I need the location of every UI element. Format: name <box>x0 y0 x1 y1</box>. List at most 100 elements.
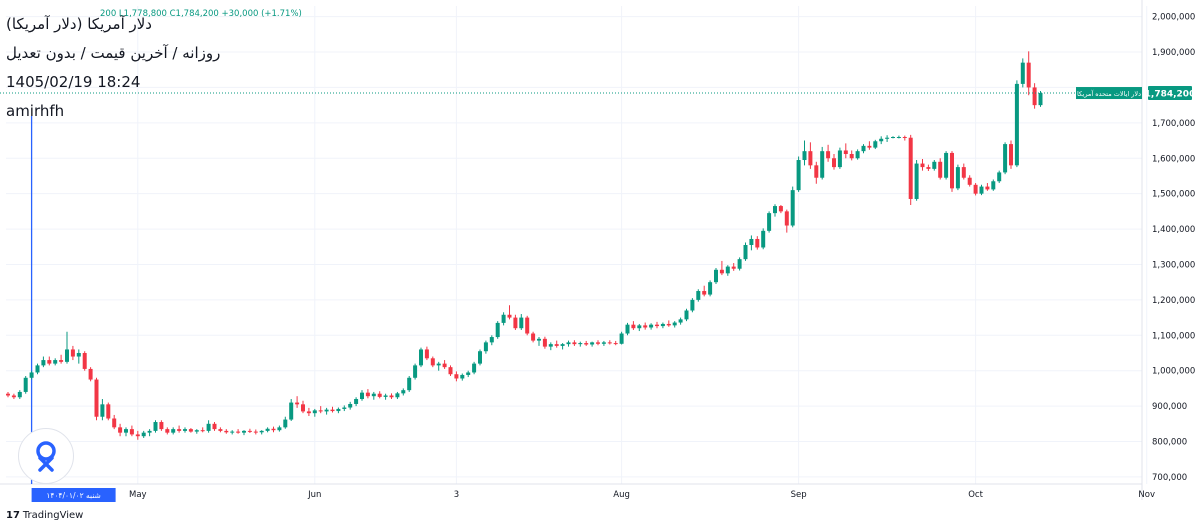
candle-body <box>395 393 400 398</box>
candle-body <box>867 145 872 148</box>
candle-body <box>596 342 600 344</box>
candle-body <box>82 352 87 369</box>
candle <box>17 390 22 400</box>
candle-body <box>283 419 288 428</box>
candle-body <box>419 349 423 366</box>
grid-layer <box>0 0 1148 500</box>
legend-panel: دلار آمریکا (دلار آمریکا) روزانه / آخرین… <box>6 10 256 126</box>
candle <box>908 134 913 205</box>
candle <box>377 391 382 399</box>
candle-body <box>17 391 22 398</box>
candle-body <box>849 154 854 159</box>
candle <box>407 376 412 392</box>
candle <box>684 308 689 322</box>
candle-body <box>649 324 654 328</box>
last-price-tag <box>1148 86 1192 101</box>
candle-body <box>914 163 919 199</box>
candle-body <box>218 429 223 431</box>
candle <box>655 321 659 329</box>
candle <box>778 204 783 214</box>
candle <box>47 356 52 366</box>
candle-body <box>631 324 636 329</box>
candle <box>879 136 884 145</box>
candle-body <box>277 427 282 431</box>
candle-body <box>767 213 772 231</box>
candle-body <box>749 238 754 245</box>
drawing-tool-button[interactable] <box>18 428 74 484</box>
candle-body <box>814 165 819 178</box>
candle <box>112 414 117 430</box>
candle <box>1032 83 1037 109</box>
candle-body <box>554 344 559 346</box>
candle-body <box>826 151 831 159</box>
candle <box>938 158 943 180</box>
candle <box>283 416 288 429</box>
candle-body <box>159 422 164 430</box>
candle <box>11 393 16 400</box>
candle-body <box>637 325 642 329</box>
candle <box>590 341 595 347</box>
candle <box>70 345 75 361</box>
candle <box>59 354 64 364</box>
candle-body <box>188 429 193 432</box>
candle <box>666 320 671 327</box>
candle <box>767 211 772 233</box>
candle-body <box>236 431 241 433</box>
tradingview-logo[interactable]: 17 TradingView <box>6 510 83 521</box>
candle-body <box>891 137 895 139</box>
candle-body <box>678 319 683 323</box>
candle-body <box>672 322 677 326</box>
candle-body <box>684 310 689 320</box>
candle-body <box>967 177 972 185</box>
candle-body <box>183 429 187 431</box>
candle-body <box>342 407 347 409</box>
candle-body <box>472 363 477 373</box>
candle-body <box>265 428 270 431</box>
marker-layer <box>30 116 33 484</box>
candle <box>696 289 701 302</box>
candle-body <box>171 429 176 433</box>
candle-body <box>902 137 907 139</box>
candle <box>672 321 677 328</box>
candle <box>607 340 612 345</box>
candle <box>401 388 406 396</box>
x-axis: MayJun3AugSepOctNovDec202633MayJun۱۴۰۴/۰… <box>31 488 1155 502</box>
candle-body <box>124 429 128 433</box>
candle <box>955 164 960 191</box>
candle-body <box>955 167 960 189</box>
candle-body <box>601 342 606 344</box>
candle-body <box>590 342 595 345</box>
candle-body <box>879 138 884 142</box>
candle <box>330 406 335 413</box>
candle-body <box>106 404 111 419</box>
date-marker-tag <box>31 488 116 502</box>
candle <box>837 147 842 169</box>
candle-body <box>560 344 565 346</box>
candle-body <box>436 363 441 366</box>
candle-body <box>165 429 170 433</box>
symbol-title[interactable]: دلار آمریکا (دلار آمریکا) <box>6 15 152 33</box>
candle <box>424 346 429 361</box>
candle <box>454 371 459 382</box>
candle <box>395 391 400 400</box>
candle-body <box>94 379 99 417</box>
candle <box>619 331 624 345</box>
candle <box>135 430 140 440</box>
y-tick-label: 1,000,000 <box>1152 367 1195 377</box>
candle-body <box>242 430 246 433</box>
y-tick-label: 800,000 <box>1152 438 1187 448</box>
candle <box>1026 51 1031 96</box>
candle <box>743 242 748 261</box>
candle <box>643 322 648 330</box>
candle-body <box>584 343 589 345</box>
y-tick-label: 1,100,000 <box>1152 331 1195 341</box>
candle <box>637 323 642 332</box>
candle-body <box>489 337 494 343</box>
candle <box>843 143 848 159</box>
candle <box>88 367 93 382</box>
candle-body <box>401 390 406 394</box>
candle <box>100 399 105 421</box>
candle <box>118 423 123 437</box>
